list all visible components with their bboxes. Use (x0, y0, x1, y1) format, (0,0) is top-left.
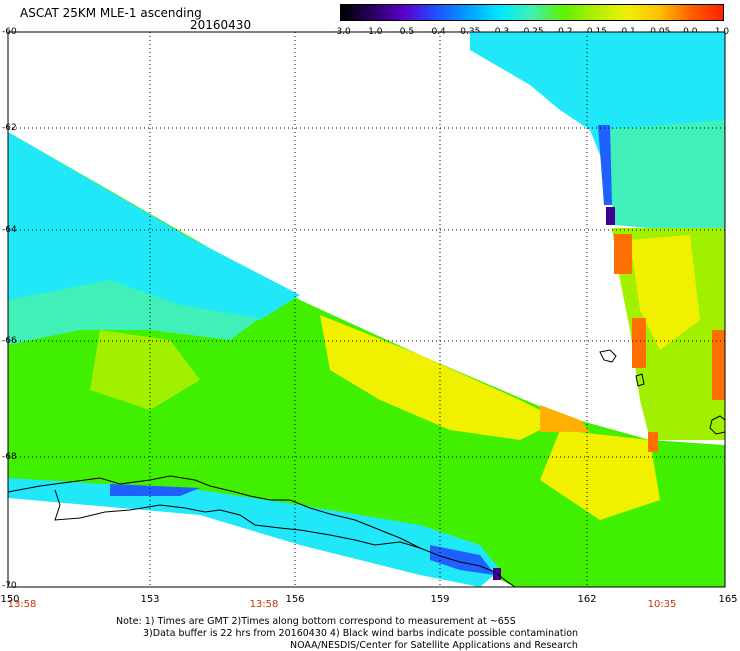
swath-coastal-cyan (8, 478, 500, 587)
ne-swath-blue (598, 125, 612, 205)
note-line-1: Note: 1) Times are GMT 2)Times along bot… (116, 616, 516, 627)
time-label: 10:35 (647, 599, 677, 610)
product-title: ASCAT 25KM MLE-1 ascending (20, 6, 202, 20)
lon-label: 153 (140, 594, 160, 605)
lat-label: -70 (2, 581, 17, 591)
lat-label: -60 (2, 27, 17, 37)
ne-swath-purple-pixel (606, 207, 615, 225)
note-line-3: NOAA/NESDIS/Center for Satellite Applica… (290, 640, 578, 651)
swath-yellow-patch-3 (540, 430, 660, 520)
lon-label: 162 (577, 594, 597, 605)
time-label: 13:58 (7, 599, 37, 610)
lat-lon-grid (8, 32, 725, 587)
swath-yellow-patch-2 (90, 330, 200, 410)
swath-coastal-blue-2 (430, 545, 495, 575)
east-strip-orange-4 (648, 432, 658, 452)
swath-yellow-patch-1 (320, 315, 560, 440)
east-strip-yellow (630, 235, 700, 350)
lon-label: 150 (0, 594, 20, 605)
swath-coastal-blue (110, 484, 200, 496)
lon-label: 159 (430, 594, 450, 605)
data-swaths (8, 32, 725, 587)
time-label: 13:58 (249, 599, 279, 610)
swath-teal-band (8, 280, 260, 345)
east-strip-orange-1 (614, 234, 632, 274)
lat-label: -64 (2, 225, 17, 235)
product-date: 20160430 (190, 18, 252, 32)
map-frame (7, 31, 726, 588)
note-line-2: 3)Data buffer is 22 hrs from 20160430 4)… (143, 628, 579, 639)
ne-swath-green (600, 120, 725, 235)
lat-label: -62 (2, 123, 17, 133)
lon-label: 156 (285, 594, 305, 605)
east-strip-orange-3 (712, 330, 725, 400)
lat-label: -66 (2, 336, 17, 346)
swath-cyan-band (8, 132, 300, 320)
east-strip-orange-2 (632, 318, 646, 368)
lat-label: -68 (2, 452, 17, 462)
swath-orange-edge (540, 405, 590, 432)
color-bar (340, 4, 724, 21)
lon-label: 165 (718, 594, 738, 605)
